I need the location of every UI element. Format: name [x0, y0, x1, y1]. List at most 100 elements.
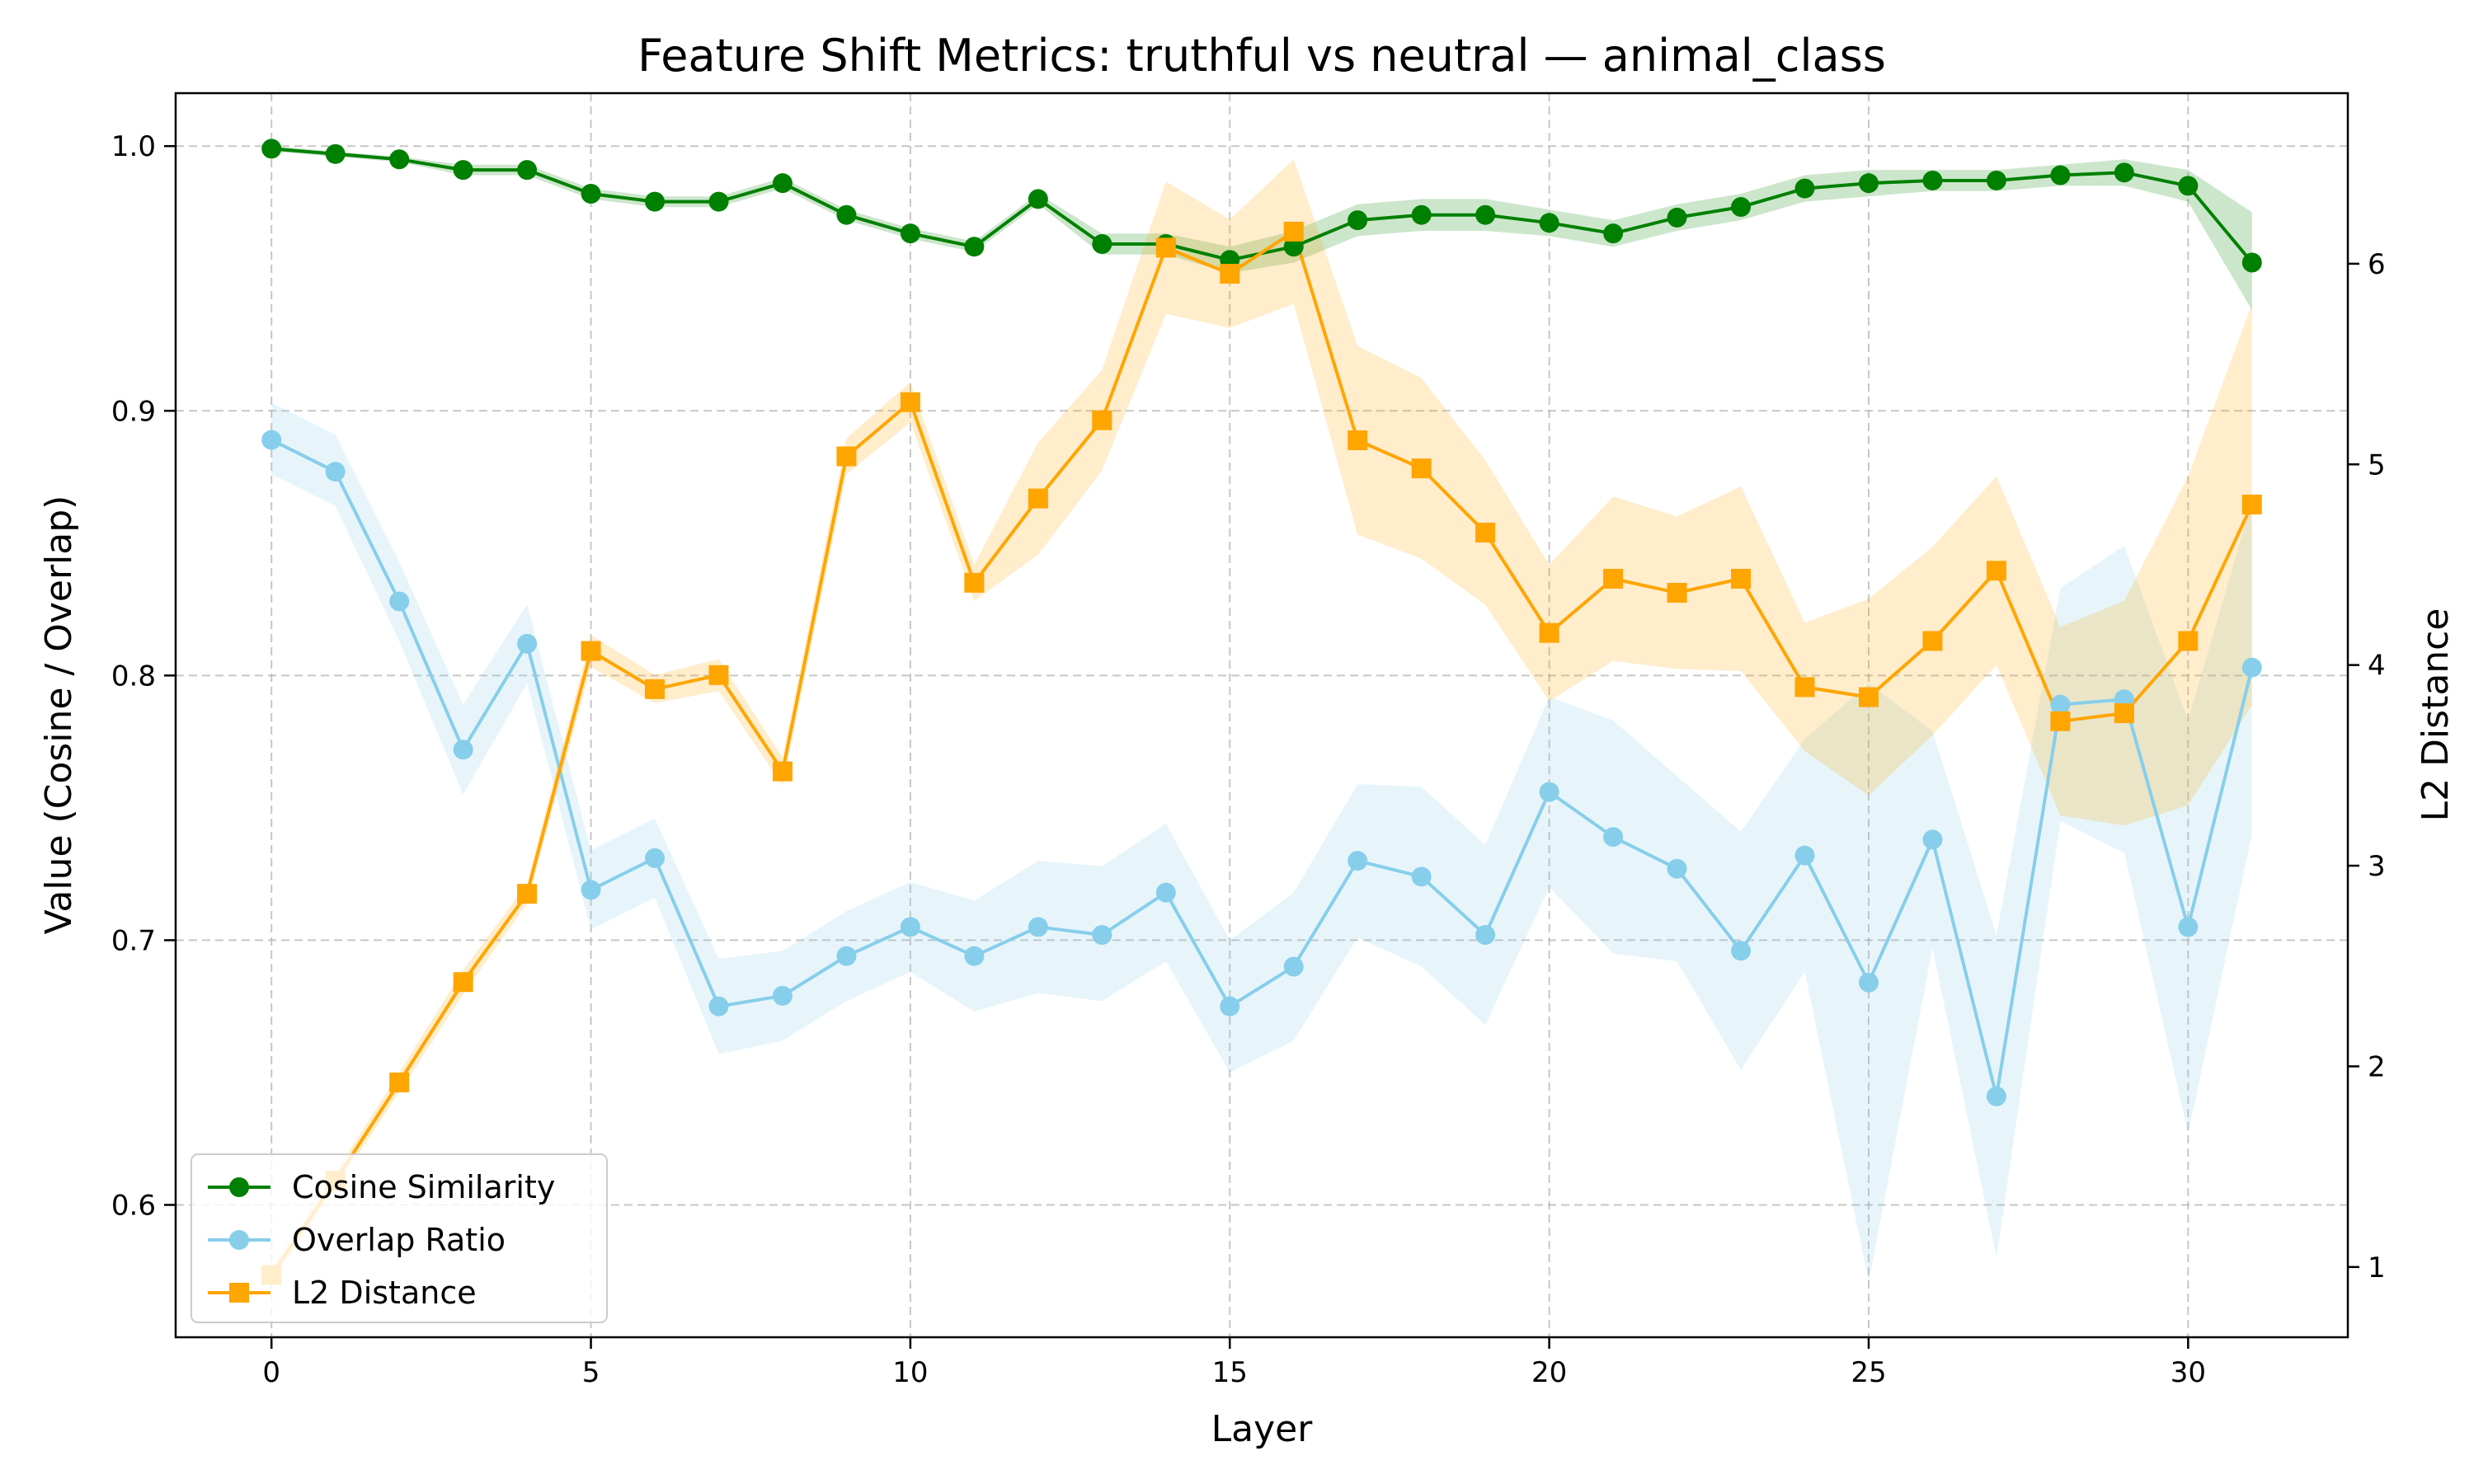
overlap-ratio-point — [836, 946, 857, 966]
l2-distance-point — [1348, 430, 1368, 451]
x-tick-label: 10 — [892, 1356, 928, 1389]
y-left-tick-label: 1.0 — [111, 130, 156, 163]
l2-distance-point — [2114, 703, 2134, 724]
cosine-similarity-point — [1475, 204, 1496, 225]
cosine-similarity-point — [1539, 213, 1559, 233]
l2-distance-point — [1220, 264, 1240, 284]
cosine-similarity-point — [772, 173, 793, 194]
cosine-similarity-point — [1667, 207, 1687, 228]
cosine-similarity-point — [261, 139, 282, 159]
overlap-ratio-point — [2178, 917, 2199, 937]
overlap-ratio-point — [964, 946, 985, 966]
x-tick-label: 20 — [1531, 1356, 1567, 1389]
l2-distance-point — [1922, 631, 1943, 651]
legend-label-cosine-similarity: Cosine Similarity — [292, 1169, 555, 1205]
y-left-tick-label: 0.6 — [111, 1189, 156, 1222]
overlap-ratio-point — [1794, 845, 1815, 866]
l2-distance-point — [645, 679, 666, 699]
l2-distance-point — [2050, 711, 2071, 731]
l2-distance-point — [836, 446, 857, 467]
cosine-similarity-point — [1858, 173, 1879, 194]
overlap-ratio-point — [261, 430, 282, 450]
overlap-ratio-point — [645, 848, 666, 868]
chart-title: Feature Shift Metrics: truthful vs neutr… — [637, 30, 1886, 82]
l2-distance-point — [1603, 568, 1624, 589]
series-lines — [270, 147, 2254, 1276]
overlap-ratio-point — [1539, 782, 1559, 802]
l2-distance-point — [964, 572, 985, 593]
overlap-ratio-point — [708, 996, 729, 1017]
l2-distance-point — [1028, 488, 1048, 509]
x-tick-label: 0 — [262, 1356, 280, 1389]
legend-marker-overlap-ratio — [229, 1230, 249, 1250]
cosine-similarity-point — [1603, 223, 1624, 244]
x-tick-label: 25 — [1851, 1356, 1886, 1389]
l2-distance-point — [1155, 237, 1176, 258]
l2-distance-point — [1475, 523, 1496, 543]
legend-label-overlap-ratio: Overlap Ratio — [292, 1222, 506, 1258]
l2-distance-point — [772, 761, 793, 782]
y-right-tick-label: 5 — [2368, 448, 2386, 481]
cosine-similarity-point — [645, 191, 666, 212]
l2-distance-point — [1858, 687, 1879, 707]
overlap-ratio-point — [1092, 924, 1112, 945]
l2-distance-point — [1731, 568, 1752, 589]
legend-marker-l2-distance — [229, 1283, 249, 1303]
cosine-similarity-point — [1731, 197, 1752, 218]
l2-distance-point — [1986, 561, 2006, 581]
y-left-tick-label: 0.8 — [111, 660, 156, 693]
cosine-similarity-point — [2178, 176, 2199, 196]
overlap-ratio-point — [1220, 996, 1240, 1017]
overlap-ratio-point — [1411, 866, 1432, 887]
cosine-similarity-point — [325, 143, 346, 164]
legend: Cosine Similarity Overlap Ratio L2 Distanc… — [190, 1153, 608, 1323]
overlap-ratio-point — [1283, 956, 1304, 977]
cosine-similarity-point — [1411, 204, 1432, 225]
y-axis-right-label: L2 Distance — [2415, 608, 2457, 822]
l2-distance-band — [271, 159, 2252, 1284]
l2-distance-point — [517, 884, 538, 904]
overlap-ratio-point — [1155, 882, 1176, 903]
cosine-similarity-point — [581, 184, 601, 204]
overlap-ratio-point — [1858, 972, 1879, 993]
overlap-ratio-point — [1603, 827, 1624, 848]
l2-distance-point — [581, 641, 601, 661]
y-right-tick-label: 2 — [2368, 1050, 2386, 1083]
overlap-ratio-point — [1922, 829, 1943, 850]
x-tick-label: 5 — [582, 1356, 600, 1389]
x-tick-label: 15 — [1212, 1356, 1248, 1389]
l2-distance-point — [2178, 631, 2199, 651]
cosine-similarity-point — [1986, 170, 2006, 190]
overlap-ratio-point — [581, 880, 601, 900]
overlap-ratio-point — [453, 740, 473, 760]
legend-marker-cosine-similarity — [229, 1177, 249, 1197]
l2-distance-point — [1539, 622, 1559, 643]
l2-distance-point — [1667, 583, 1687, 603]
legend-box — [190, 1153, 608, 1323]
y-right-tick-label: 3 — [2368, 850, 2386, 883]
cosine-similarity-point — [2114, 162, 2134, 183]
l2-distance-point — [1092, 410, 1112, 430]
cosine-similarity-point — [517, 160, 538, 181]
cosine-similarity-point — [1283, 237, 1304, 257]
cosine-similarity-point — [453, 160, 473, 181]
y-right-tick-label: 4 — [2368, 650, 2386, 683]
y-right-tick-label: 1 — [2368, 1252, 2386, 1284]
cosine-similarity-point — [964, 237, 985, 257]
overlap-ratio-point — [900, 917, 920, 937]
cosine-similarity-point — [389, 149, 410, 170]
plot-frame — [174, 92, 2349, 1339]
overlap-ratio-line — [270, 438, 2254, 1098]
y-right-tick-label: 6 — [2368, 248, 2386, 281]
overlap-ratio-point — [1986, 1086, 2006, 1106]
overlap-ratio-point — [2050, 694, 2071, 715]
cosine-similarity-point — [1092, 234, 1112, 255]
legend-label-l2-distance: L2 Distance — [292, 1275, 477, 1311]
l2-distance-line — [270, 229, 2254, 1276]
l2-distance-point — [708, 665, 729, 685]
cosine-similarity-point — [2241, 252, 2262, 273]
overlap-ratio-point — [1667, 858, 1687, 879]
overlap-ratio-point — [1475, 924, 1496, 945]
l2-distance-point — [389, 1072, 410, 1092]
axis-ticks: 0 5 10 15 20 25 30 0.6 0.7 0.8 0.9 1.0 1 2 3 4 5 6 — [111, 130, 2386, 1389]
